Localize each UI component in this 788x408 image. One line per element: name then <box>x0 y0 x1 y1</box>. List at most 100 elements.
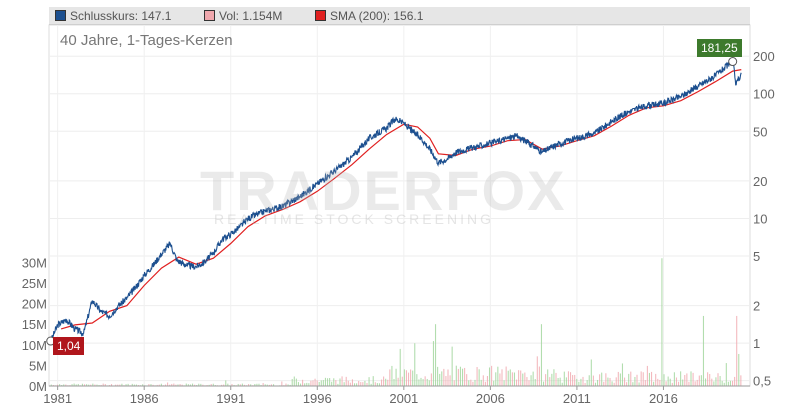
volume-bar <box>580 378 582 386</box>
volume-bar <box>578 381 580 386</box>
volume-bar <box>401 376 403 386</box>
volume-bar <box>540 324 543 386</box>
volume-bar <box>439 373 441 386</box>
volume-bar <box>191 383 194 386</box>
volume-bar <box>424 376 426 386</box>
volume-bar <box>304 383 306 386</box>
volume-bar <box>420 377 422 386</box>
year-tick-label: 1981 <box>43 391 72 406</box>
volume-bar <box>306 382 308 386</box>
volume-bar <box>372 376 374 386</box>
volume-bar <box>281 381 283 386</box>
volume-bar <box>557 378 559 386</box>
volume-bar <box>609 377 611 386</box>
volume-bar <box>445 376 447 386</box>
volume-bar <box>133 384 135 386</box>
volume-bar <box>310 380 312 386</box>
legend-item-close[interactable]: Schlusskurs: 147.1 <box>55 9 171 23</box>
volume-bar <box>455 365 457 386</box>
volume-bar <box>723 382 725 386</box>
volume-bar <box>366 382 368 386</box>
volume-bar <box>416 374 418 386</box>
volume-tick-label: 25M <box>22 276 47 291</box>
volume-bar <box>210 384 212 386</box>
legend-swatch-sma <box>315 10 326 21</box>
volume-bar <box>399 348 401 386</box>
volume-bar <box>96 384 98 386</box>
volume-bar <box>443 368 445 386</box>
volume-bar <box>702 315 705 386</box>
volume-bar <box>584 382 586 386</box>
volume-bar <box>316 380 318 386</box>
volume-bar <box>63 384 65 386</box>
volume-bar <box>148 384 150 386</box>
volume-bar <box>599 374 601 386</box>
volume-bar <box>349 382 351 386</box>
volume-bar <box>655 373 657 386</box>
volume-bar <box>613 382 615 386</box>
volume-bar <box>513 372 516 386</box>
volume-bar <box>202 384 204 386</box>
volume-bar <box>601 372 603 386</box>
volume-bar <box>160 383 162 386</box>
volume-bar <box>644 380 646 386</box>
volume-bar <box>142 384 144 386</box>
volume-bar <box>640 371 642 386</box>
volume-bar <box>169 384 171 386</box>
volume-tick-label: 30M <box>22 255 47 270</box>
price-tick-label: 5 <box>753 249 760 264</box>
volume-bar <box>545 374 547 386</box>
volume-bar <box>83 384 86 386</box>
volume-bar <box>270 384 272 386</box>
volume-bar <box>75 384 77 386</box>
volume-bar <box>221 384 223 386</box>
volume-bar <box>326 378 329 386</box>
legend-item-volume[interactable]: Vol: 1.154M <box>204 9 282 23</box>
volume-bar <box>248 384 250 386</box>
volume-bar <box>675 377 678 386</box>
volume-bar <box>569 372 572 386</box>
volume-tick-label: 10M <box>22 338 47 353</box>
volume-bar <box>115 384 117 386</box>
volume-bar <box>495 372 497 386</box>
volume-bar <box>690 371 692 386</box>
volume-bar <box>135 384 137 386</box>
volume-bar <box>501 369 503 386</box>
volume-bar <box>125 384 127 386</box>
price-line <box>50 60 742 342</box>
volume-bar <box>258 383 260 386</box>
legend-item-sma[interactable]: SMA (200): 156.1 <box>315 9 423 23</box>
price-tick-label: 2 <box>753 299 760 314</box>
volume-bar <box>418 379 420 386</box>
volume-bar <box>663 374 665 386</box>
volume-bar <box>447 369 449 386</box>
volume-bar <box>717 373 719 386</box>
volume-bar <box>734 376 736 386</box>
volume-bar <box>293 376 295 386</box>
volume-bar <box>383 376 385 386</box>
volume-bar <box>395 368 397 386</box>
volume-bar <box>356 383 358 386</box>
volume-bar <box>553 369 555 386</box>
volume-bar <box>588 375 590 386</box>
volume-bar <box>657 378 659 386</box>
legend-label-close: Schlusskurs: 147.1 <box>70 9 172 23</box>
volume-bar <box>397 377 399 386</box>
volume-bar <box>468 380 470 386</box>
legend-bar: Schlusskurs: 147.1 Vol: 1.154M SMA (200)… <box>49 7 750 25</box>
volume-bar <box>549 377 551 386</box>
volume-bar <box>308 383 310 386</box>
volume-bar <box>385 378 387 386</box>
volume-bar <box>233 384 235 386</box>
volume-bar <box>430 373 432 386</box>
volume-bar <box>590 359 592 386</box>
volume-bar <box>333 378 335 386</box>
volume-bar <box>684 374 686 386</box>
volume-bar <box>466 374 468 386</box>
volume-bar <box>295 378 297 386</box>
volume-bar <box>150 384 152 386</box>
price-tick-label: 100 <box>753 87 775 102</box>
volume-bar <box>297 382 299 386</box>
volume-bar <box>621 363 624 386</box>
volume-bar <box>636 374 638 386</box>
